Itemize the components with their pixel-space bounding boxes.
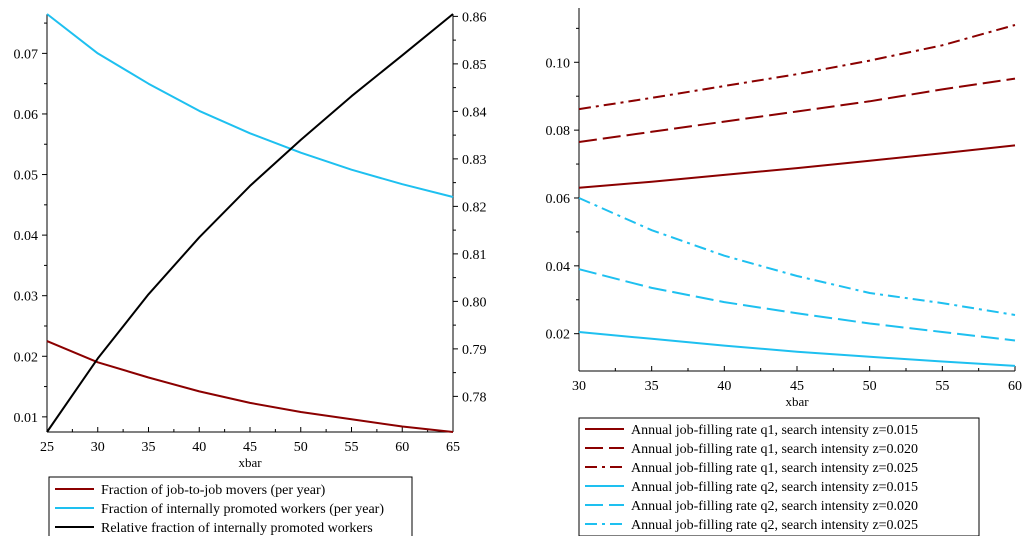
y-tick-label: 0.10 [546,56,571,71]
x-tick-label: 25 [40,440,54,455]
x-tick-label: 30 [572,379,586,394]
legend-label: Annual job-filling rate q1, search inten… [631,423,918,438]
x-axis-label: xbar [785,394,809,409]
x-tick-label: 35 [142,440,156,455]
left-y-tick-label: 0.07 [14,47,39,62]
series-line-1 [578,77,1016,143]
left-y-tick-label: 0.06 [14,108,39,123]
x-tick-label: 45 [243,440,257,455]
x-tick-label: 30 [91,440,105,455]
series-line-2 [578,24,1016,111]
x-tick-label: 55 [345,440,359,455]
y-tick-label: 0.02 [546,328,571,343]
x-tick-label: 40 [717,379,731,394]
legend-box [48,476,413,536]
x-tick-label: 60 [1008,379,1022,394]
right-y-tick-label: 0.83 [462,153,487,168]
series-line-0 [578,144,1016,189]
right-y-tick-label: 0.79 [462,343,487,358]
series-line-2 [46,13,454,433]
x-tick-label: 60 [395,440,409,455]
right-y-tick-label: 0.82 [462,200,487,215]
legend-box [578,417,980,536]
right-y-tick-label: 0.78 [462,390,487,405]
x-tick-label: 35 [645,379,659,394]
series-line-1 [46,13,454,198]
right-chart: 30 35 40 45 50 55 60 xbar 0.02 0.04 0.06 0.08 0.10 An… [546,8,1022,536]
legend-label: Annual job-filling rate q2, search inten… [631,518,918,533]
legend-label: Fraction of job-to-job movers (per year) [101,483,326,498]
y-tick-label: 0.04 [546,260,571,275]
right-y-tick-label: 0.84 [462,105,487,120]
x-axis-label: xbar [238,455,262,470]
right-y-tick-label: 0.80 [462,295,487,310]
legend-label: Relative fraction of internally promoted… [101,521,373,536]
right-y-tick-label: 0.86 [462,10,487,25]
x-tick-label: 50 [863,379,877,394]
x-tick-label: 40 [192,440,206,455]
legend-label: Annual job-filling rate q1, search inten… [631,461,918,476]
left-y-tick-label: 0.02 [14,350,39,365]
left-y-tick-label: 0.03 [14,290,39,305]
series-line-3 [578,331,1016,367]
series-line-5 [578,197,1016,316]
legend-label: Fraction of internally promoted workers … [101,502,384,517]
right-y-tick-label: 0.81 [462,248,487,263]
legend-label: Annual job-filling rate q2, search inten… [631,480,918,495]
legend-label: Annual job-filling rate q2, search inten… [631,499,918,514]
left-y-tick-label: 0.05 [14,169,39,184]
left-y-tick-label: 0.04 [14,229,39,244]
x-tick-label: 50 [294,440,308,455]
x-tick-label: 65 [446,440,460,455]
legend-label: Annual job-filling rate q1, search inten… [631,442,918,457]
x-tick-label: 55 [935,379,949,394]
left-chart: 25 30 35 40 45 50 55 60 65 xbar 0.01 0.02 0.03 0.04 0.… [14,10,487,536]
right-y-tick-label: 0.85 [462,58,487,73]
y-tick-label: 0.08 [546,124,571,139]
left-y-tick-label: 0.01 [14,411,39,426]
series-line-0 [46,340,454,433]
y-tick-label: 0.06 [546,192,571,207]
x-tick-label: 45 [790,379,804,394]
series-line-4 [578,268,1016,342]
